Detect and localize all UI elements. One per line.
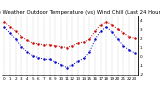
Title: Milwaukee Weather Outdoor Temperature (vs) Wind Chill (Last 24 Hours): Milwaukee Weather Outdoor Temperature (v… [0,10,160,15]
